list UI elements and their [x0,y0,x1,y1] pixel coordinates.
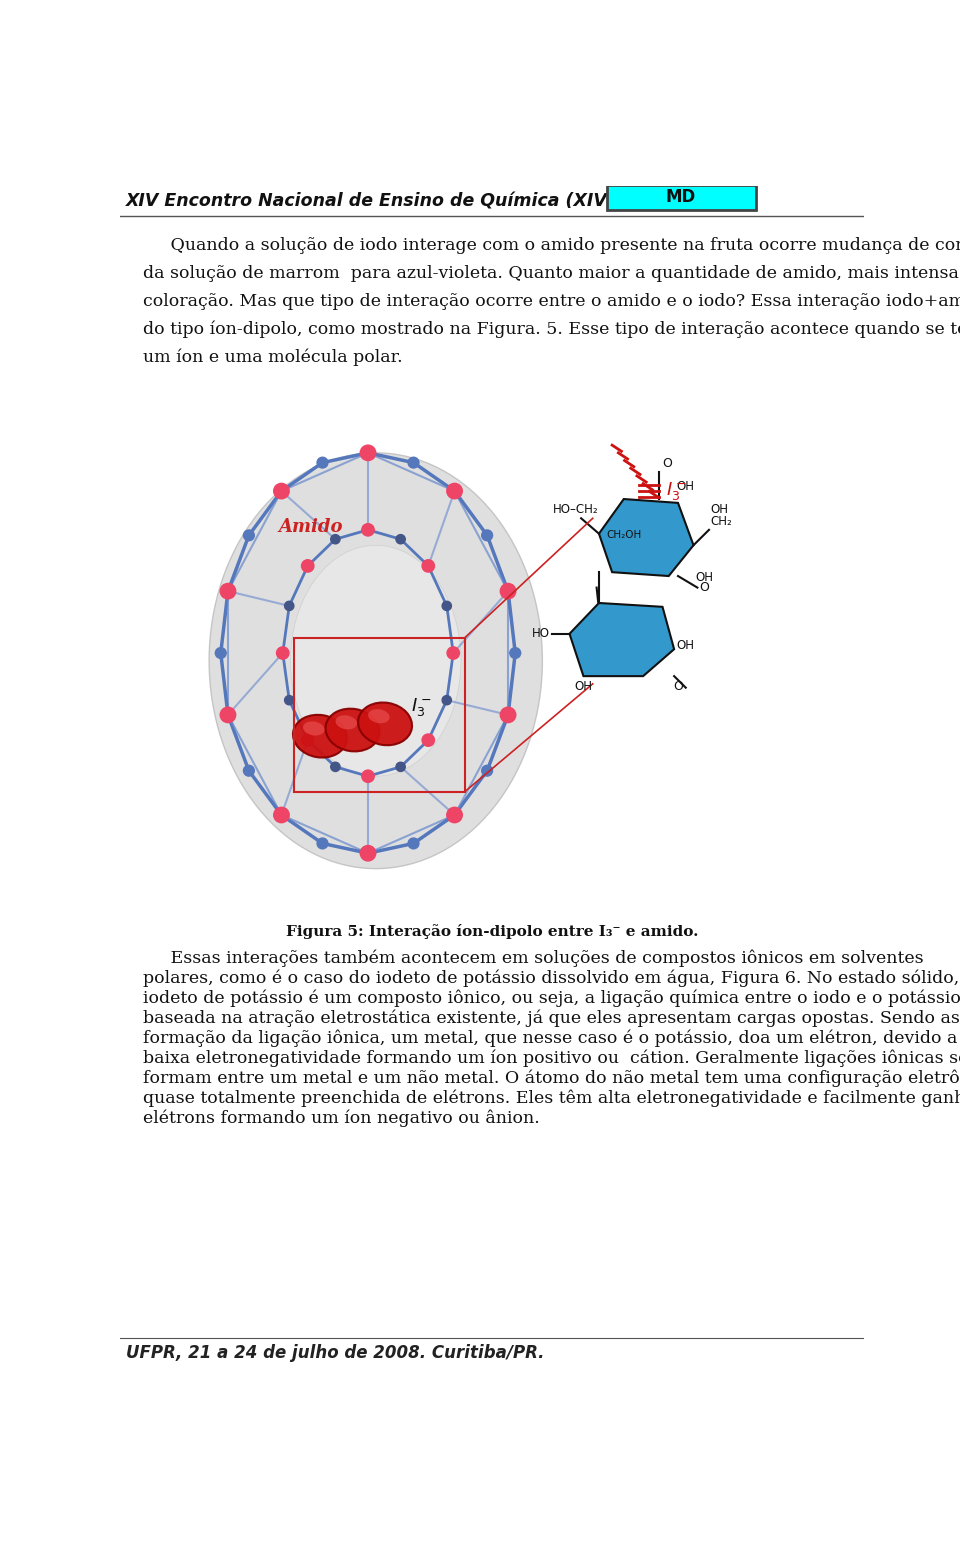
Text: coloração. Mas que tipo de interação ocorre entre o amido e o iodo? Essa interaç: coloração. Mas que tipo de interação oco… [143,292,960,309]
Circle shape [362,770,374,783]
Text: Quando a solução de iodo interage com o amido presente na fruta ocorre mudança d: Quando a solução de iodo interage com o … [143,237,960,254]
Circle shape [482,766,492,777]
Text: baixa eletronegatividade formando um íon positivo ou  cátion. Geralmente ligaçõe: baixa eletronegatividade formando um íon… [143,1049,960,1067]
Circle shape [317,458,328,469]
Circle shape [408,838,419,849]
Text: elétrons formando um íon negativo ou ânion.: elétrons formando um íon negativo ou âni… [143,1109,540,1128]
Circle shape [244,531,254,541]
Circle shape [276,647,289,659]
Text: UFPR, 21 a 24 de julho de 2008. Curitiba/PR.: UFPR, 21 a 24 de julho de 2008. Curitiba… [126,1344,544,1363]
Text: XIV Encontro Nacional de Ensino de Química (XIV ENEQ): XIV Encontro Nacional de Ensino de Quími… [126,192,675,210]
Text: O: O [662,456,672,470]
Circle shape [446,483,463,498]
Circle shape [331,763,340,772]
Circle shape [362,524,374,535]
Circle shape [317,838,328,849]
Text: CH₂OH: CH₂OH [606,529,641,540]
Ellipse shape [368,709,390,724]
Ellipse shape [336,715,357,729]
Text: OH: OH [695,571,713,585]
Text: um íon e uma molécula polar.: um íon e uma molécula polar. [143,348,403,365]
Text: polares, como é o caso do iodeto de potássio dissolvido em água, Figura 6. No es: polares, como é o caso do iodeto de potá… [143,970,960,987]
Text: HO–CH₂: HO–CH₂ [552,503,598,517]
Circle shape [500,583,516,599]
Circle shape [220,707,236,722]
Text: da solução de marrom  para azul-violeta. Quanto maior a quantidade de amido, mai: da solução de marrom para azul-violeta. … [143,265,960,282]
Text: do tipo íon-dipolo, como mostrado na Figura. 5. Esse tipo de interação acontece : do tipo íon-dipolo, como mostrado na Fig… [143,320,960,337]
Text: HO: HO [532,627,550,640]
Text: formam entre um metal e um não metal. O átomo do não metal tem uma configuração : formam entre um metal e um não metal. O … [143,1069,960,1088]
Ellipse shape [325,709,379,752]
Circle shape [301,560,314,572]
Text: Essas interações também acontecem em soluções de compostos iônicos em solventes: Essas interações também acontecem em sol… [143,950,924,967]
Polygon shape [569,603,674,676]
Circle shape [500,707,516,722]
Circle shape [408,458,419,469]
Circle shape [446,808,463,823]
Text: CH₂: CH₂ [710,515,732,528]
Ellipse shape [303,721,324,735]
Circle shape [244,766,254,777]
Circle shape [510,648,520,659]
Circle shape [360,846,375,862]
Circle shape [360,446,375,461]
Text: OH: OH [677,639,694,651]
Text: Figura 5: Interação íon-dipolo entre I₃⁻ e amido.: Figura 5: Interação íon-dipolo entre I₃⁻… [286,924,698,939]
Ellipse shape [209,453,542,868]
Text: OH: OH [574,681,592,693]
Text: O: O [700,582,709,594]
Circle shape [274,483,289,498]
Circle shape [301,733,314,746]
Text: MD: MD [666,189,696,206]
Text: $\mathit{I_3^-}$: $\mathit{I_3^-}$ [666,480,686,501]
Circle shape [443,696,451,705]
Text: OH: OH [710,503,729,517]
Ellipse shape [293,715,347,758]
Circle shape [443,602,451,611]
Text: formação da ligação iônica, um metal, que nesse caso é o potássio, doa um elétro: formação da ligação iônica, um metal, qu… [143,1030,960,1047]
Circle shape [331,535,340,545]
Circle shape [396,535,405,545]
Polygon shape [599,500,693,575]
Circle shape [396,763,405,772]
Circle shape [220,583,236,599]
Circle shape [215,648,227,659]
Circle shape [284,696,294,705]
Circle shape [422,733,435,746]
FancyBboxPatch shape [607,186,756,209]
Ellipse shape [358,702,412,746]
Circle shape [482,531,492,541]
Circle shape [284,602,294,611]
Text: Amido: Amido [278,518,344,537]
Circle shape [447,647,460,659]
Circle shape [274,808,289,823]
Text: O: O [673,681,683,693]
Text: quase totalmente preenchida de elétrons. Eles têm alta eletronegatividade e faci: quase totalmente preenchida de elétrons.… [143,1089,960,1108]
Text: $\mathit{I_3^-}$: $\mathit{I_3^-}$ [411,696,431,718]
Circle shape [422,560,435,572]
Text: OH: OH [677,480,694,493]
Text: iodeto de potássio é um composto iônico, ou seja, a ligação química entre o iodo: iodeto de potássio é um composto iônico,… [143,990,960,1007]
Text: baseada na atração eletrostática existente, já que eles apresentam cargas oposta: baseada na atração eletrostática existen… [143,1010,960,1027]
Ellipse shape [291,545,461,777]
